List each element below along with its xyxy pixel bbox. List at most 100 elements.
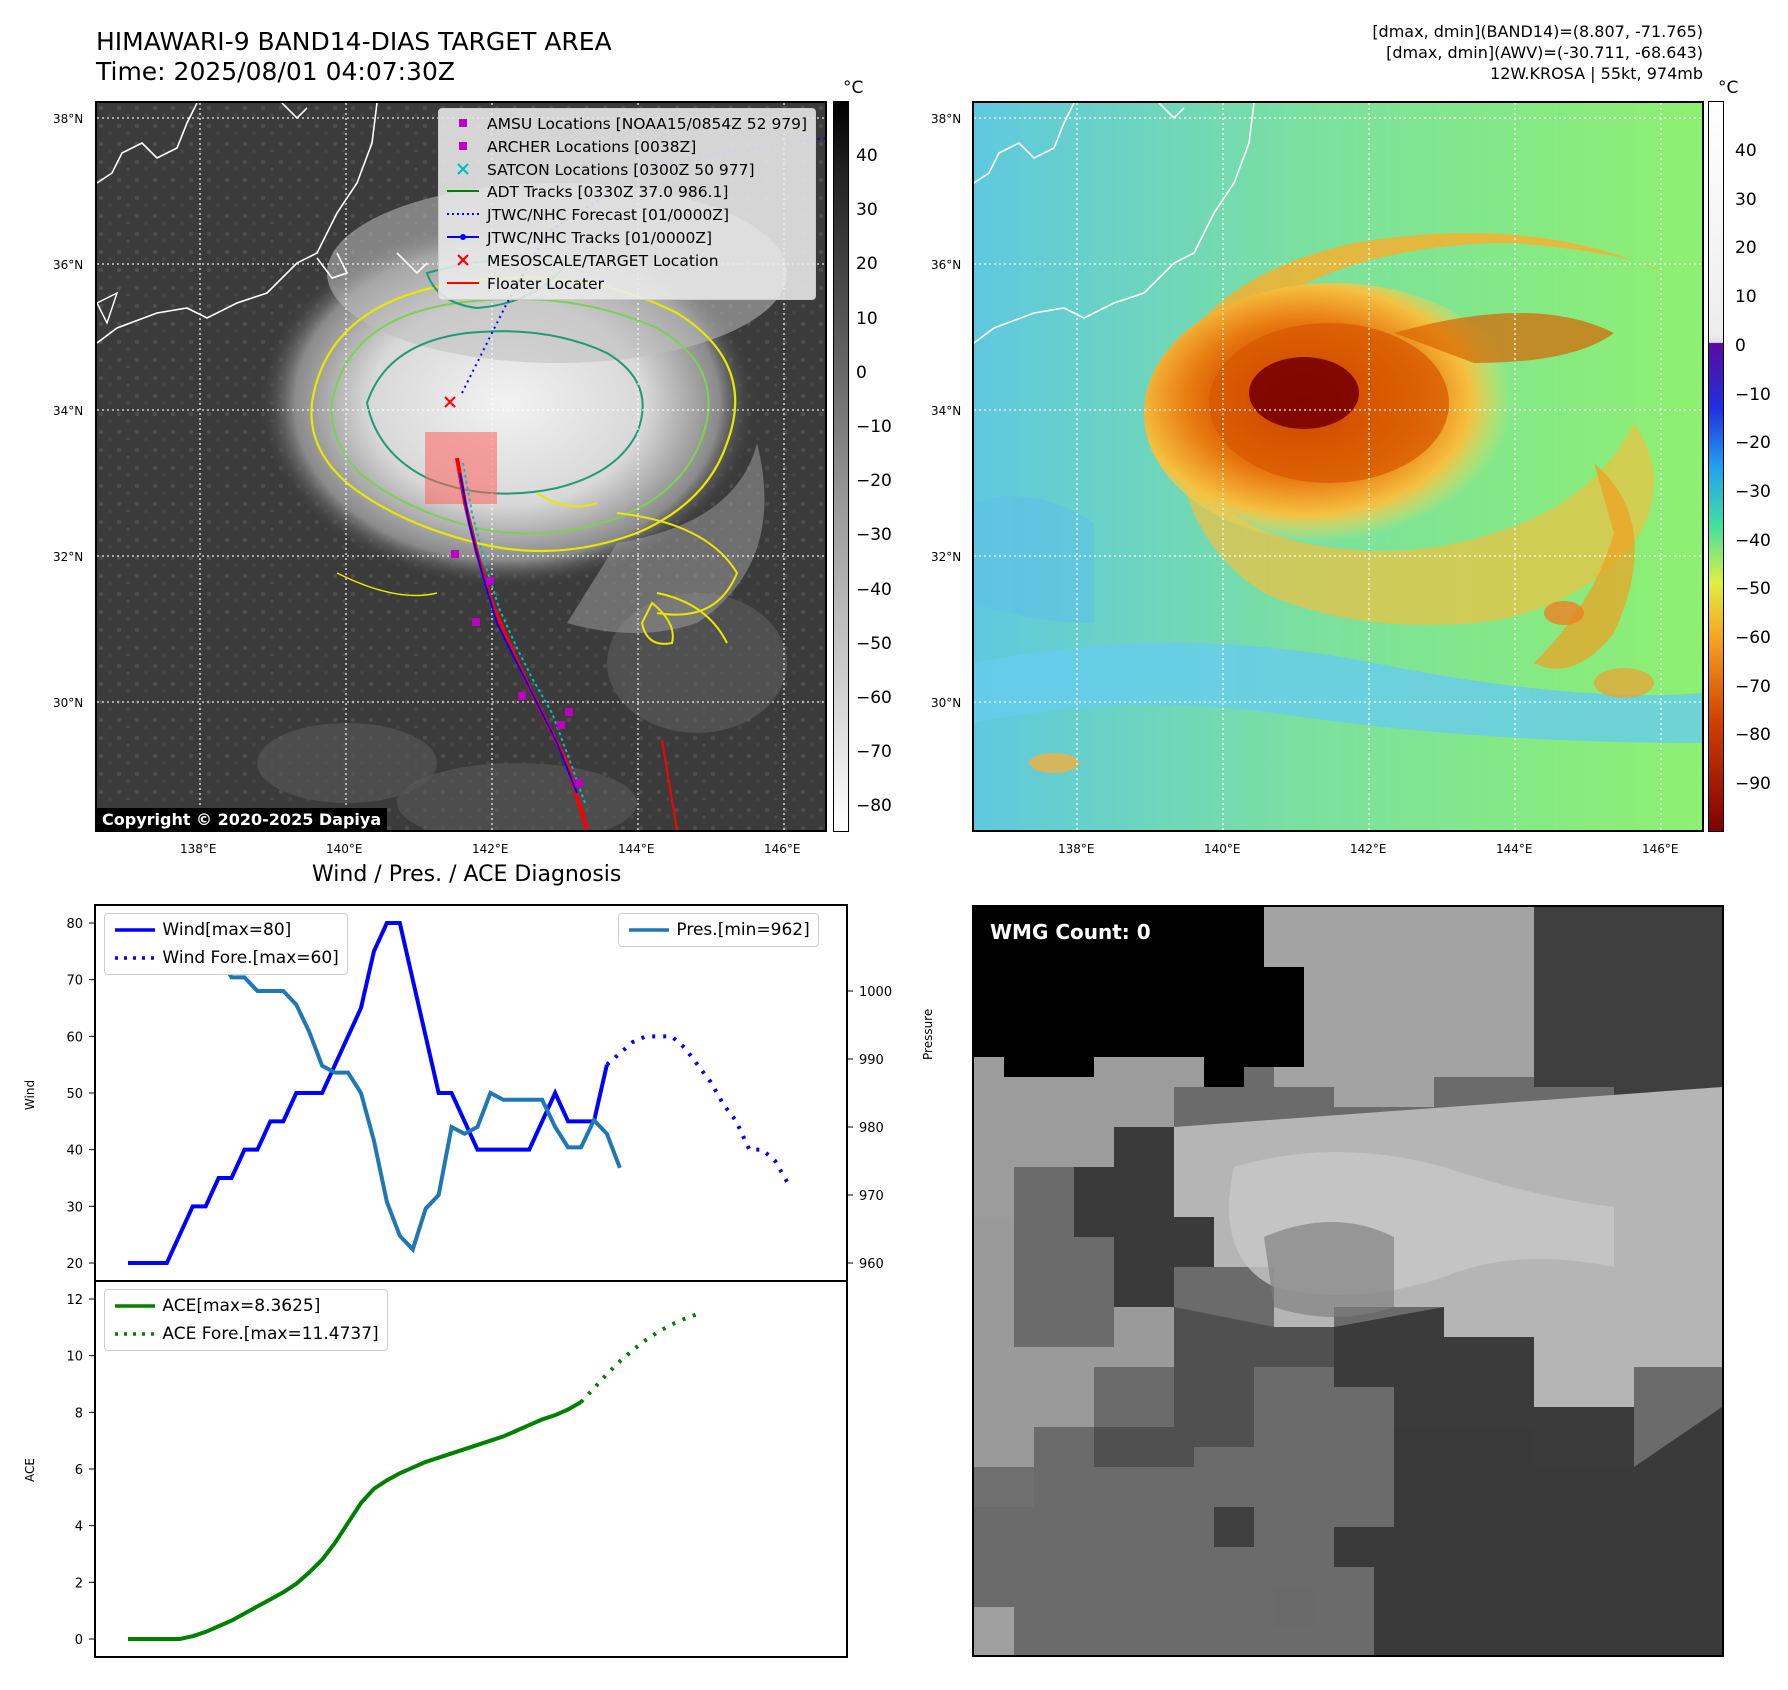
wv-map-canvas — [974, 103, 1702, 830]
wmg-count-label: WMG Count: 0 — [990, 920, 1151, 944]
lon-tick-label: 146°E — [764, 842, 801, 856]
lon-tick-label: 144°E — [1496, 842, 1533, 856]
colorbar-tick-label: −60 — [1735, 628, 1771, 648]
legend-label: ARCHER Locations [0038Z] — [487, 137, 697, 156]
legend-symbol-icon — [445, 136, 481, 159]
pressure-tick-label: 1000 — [859, 985, 892, 1000]
lat-tick-label: 32°N — [931, 550, 962, 564]
lat-tick-label: 30°N — [53, 696, 84, 710]
pressure-legend: Pres.[min=962] — [618, 913, 819, 947]
colorbar-tick-label: −50 — [856, 633, 892, 654]
copyright-label: Copyright © 2020-2025 Dapiya — [96, 808, 388, 831]
colorbar-tick-label: 20 — [1735, 238, 1757, 259]
pressure-axis-label-html: Pressure — [921, 1008, 935, 1060]
wind-tick-label: 50 — [66, 1087, 83, 1102]
ace-tick-label: 0 — [75, 1633, 83, 1648]
colorbar-tick-label: −80 — [1735, 725, 1771, 746]
lat-tick-label: 38°N — [931, 112, 962, 126]
map-legend-item: SATCON Locations [0300Z 50 977] — [445, 159, 807, 182]
lon-tick-label: 138°E — [1058, 842, 1095, 856]
legend-label: SATCON Locations [0300Z 50 977] — [487, 160, 755, 179]
wv-satellite-map — [972, 101, 1704, 832]
lon-tick-label: 144°E — [618, 842, 655, 856]
ace-axis-label: ACE — [23, 1458, 37, 1482]
colorbar-tick-label: −10 — [856, 417, 892, 437]
colorbar-tick-label: −60 — [856, 688, 892, 708]
colorbar-tick-label: −40 — [1735, 530, 1771, 551]
legend-ace-forecast: ACE Fore.[max=11.4737] — [162, 1324, 379, 1344]
colorbar-tick-label: −30 — [1735, 481, 1771, 502]
lat-tick-label: 30°N — [931, 696, 962, 710]
lon-tick-label: 138°E — [180, 842, 217, 856]
lon-tick-label: 146°E — [1642, 842, 1679, 856]
wind-legend: Wind[max=80] Wind Fore.[max=60] — [104, 913, 348, 975]
lat-tick-label: 38°N — [53, 112, 84, 126]
best-track — [459, 472, 578, 794]
wind-tick-label: 40 — [66, 1144, 83, 1159]
legend-label: Floater Locater — [487, 274, 604, 293]
diagnosis-title: Wind / Pres. / ACE Diagnosis — [312, 862, 622, 887]
floater-locater — [661, 739, 678, 830]
colorbar-tick-label: −70 — [856, 742, 892, 763]
wind-forecast-line — [605, 1034, 790, 1185]
colorbar-tick-label: 40 — [856, 146, 878, 166]
legend-symbol-icon — [445, 204, 481, 227]
target-area-box — [425, 432, 497, 504]
map-legend-item: ADT Tracks [0330Z 37.0 986.1] — [445, 181, 807, 204]
colorbar-tick-label: −40 — [856, 579, 892, 600]
info-awv: [dmax, dmin](AWV)=(-30.711, -68.643) — [1386, 43, 1703, 62]
legend-label: MESOSCALE/TARGET Location — [487, 251, 719, 270]
colorbar-tick-label: −80 — [856, 796, 892, 817]
target-x-marker — [444, 396, 456, 408]
wind-axis-label: Wind — [23, 1080, 37, 1110]
lat-tick-label: 32°N — [53, 550, 84, 564]
lon-tick-label: 140°E — [1204, 842, 1241, 856]
legend-wind-forecast: Wind Fore.[max=60] — [162, 948, 339, 968]
lat-tick-label: 36°N — [931, 258, 962, 272]
ace-legend: ACE[max=8.3625] ACE Fore.[max=11.4737] — [104, 1289, 388, 1351]
map-legend-item: JTWC/NHC Forecast [01/0000Z] — [445, 204, 807, 227]
legend-symbol-icon — [445, 250, 481, 273]
map-legend-item: Floater Locater — [445, 273, 807, 296]
colorbar-tick-label: −20 — [856, 471, 892, 492]
legend-symbol-icon — [445, 181, 481, 204]
chart-title: HIMAWARI-9 BAND14-DIAS TARGET AREA — [96, 27, 612, 56]
colorbar-tick-label: 30 — [1735, 189, 1757, 210]
colorbar-tick-label: −10 — [1735, 384, 1771, 405]
pressure-tick-label: 990 — [859, 1053, 884, 1068]
colorbar-tick-label: 10 — [1735, 287, 1757, 308]
diagnosis-chart: 807060504030201000990980970960121086420 … — [23, 904, 892, 1658]
colorbar-tick-label: 40 — [1735, 141, 1757, 161]
ace-line — [128, 1400, 583, 1641]
wind-tick-label: 60 — [66, 1030, 83, 1045]
legend-wind: Wind[max=80] — [162, 920, 292, 940]
pressure-tick-label: 970 — [859, 1189, 884, 1204]
legend-symbol-icon — [445, 159, 481, 182]
colorbar-tick-label: −30 — [856, 525, 892, 546]
map-legend-item: JTWC/NHC Tracks [01/0000Z] — [445, 227, 807, 250]
map-legend-item: ARCHER Locations [0038Z] — [445, 136, 807, 159]
legend-symbol-icon — [445, 227, 481, 250]
legend-label: ADT Tracks [0330Z 37.0 986.1] — [487, 183, 729, 202]
lat-tick-label: 34°N — [931, 404, 962, 418]
right-colorbar — [1708, 101, 1724, 832]
ace-tick-label: 12 — [66, 1293, 83, 1308]
colorbar-tick-label: 0 — [856, 362, 867, 383]
amsu-markers — [451, 550, 583, 787]
legend-symbol-icon — [445, 273, 481, 296]
colorbar-tick-label: 0 — [1735, 335, 1746, 356]
ace-tick-label: 10 — [66, 1350, 83, 1365]
info-storm: 12W.KROSA | 55kt, 974mb — [1490, 64, 1703, 83]
legend-label: JTWC/NHC Tracks [01/0000Z] — [487, 228, 713, 247]
left-colorbar — [833, 101, 849, 832]
left-colorbar-unit: °C — [843, 78, 864, 98]
wind-tick-label: 20 — [66, 1257, 83, 1272]
lon-tick-label: 142°E — [472, 842, 509, 856]
colorbar-tick-label: 20 — [856, 254, 878, 275]
legend-label: JTWC/NHC Forecast [01/0000Z] — [487, 206, 730, 225]
wmg-panel — [972, 905, 1724, 1657]
wmg-canvas — [974, 907, 1722, 1655]
right-colorbar-unit: °C — [1718, 78, 1739, 98]
legend-label: AMSU Locations [NOAA15/0854Z 52 979] — [487, 115, 808, 133]
satcon-track — [462, 462, 586, 804]
